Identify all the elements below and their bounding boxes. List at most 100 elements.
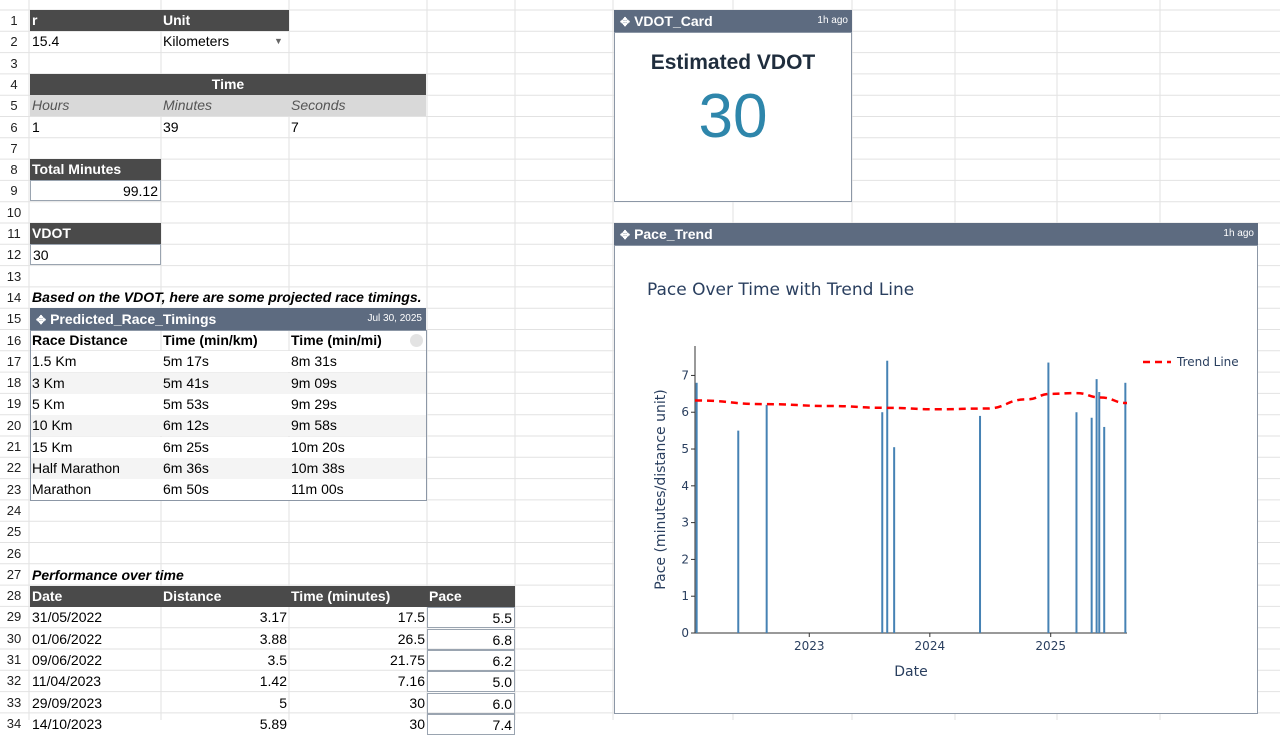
performance-table-cell[interactable]: 29/09/2023 [32, 694, 103, 711]
table-row[interactable] [31, 436, 426, 458]
row-number[interactable]: 15 [6, 311, 22, 327]
row-number[interactable]: 14 [6, 289, 22, 305]
row-number[interactable]: 16 [6, 332, 22, 348]
unit-dropdown[interactable]: Kilometers [163, 33, 230, 49]
row-number[interactable]: 32 [6, 673, 22, 689]
race-table-cell: 5 Km [32, 395, 65, 412]
performance-table-cell[interactable]: 6.0 [427, 692, 515, 714]
pace-chart-card: Pace Over Time with Trend Line 0 1 2 3 4 5 6 7 20… [614, 245, 1258, 714]
row-number[interactable]: 20 [6, 417, 22, 433]
row-number[interactable]: 33 [6, 694, 22, 710]
move-icon[interactable]: ✥ [620, 228, 631, 242]
y-tick-label: 7 [681, 368, 689, 382]
table-row[interactable] [31, 351, 426, 373]
row-number[interactable]: 23 [6, 481, 22, 497]
row-number[interactable]: 17 [6, 353, 22, 369]
performance-table-cell[interactable]: 6.2 [427, 649, 515, 671]
row-number[interactable]: 18 [6, 375, 22, 391]
hours-value[interactable]: 1 [32, 119, 40, 135]
race-table-cell: 10m 38s [291, 459, 345, 476]
pace-widget-titlebar[interactable]: ✥ Pace_Trend 1h ago [614, 223, 1258, 245]
row-number[interactable]: 1 [10, 13, 18, 28]
performance-table-cell[interactable]: 7.4 [427, 713, 515, 735]
vdot-card-timestamp: 1h ago [817, 15, 848, 26]
race-table-titlebar[interactable]: ✥ Predicted_Race_Timings Jul 30, 2025 [30, 308, 426, 330]
row-number[interactable]: 6 [10, 119, 18, 135]
performance-table-cell[interactable]: 3.88 [259, 630, 287, 647]
row-number[interactable]: 30 [6, 630, 22, 646]
x-tick-label: 2023 [794, 639, 825, 653]
minutes-value[interactable]: 39 [163, 119, 179, 135]
row-number[interactable]: 3 [10, 55, 18, 71]
pace-widget-title: Pace_Trend [634, 226, 713, 242]
row-number[interactable]: 12 [6, 247, 22, 263]
performance-table-cell[interactable]: 17.5 [397, 609, 425, 626]
move-icon[interactable]: ✥ [620, 15, 631, 29]
race-table-cell: 5m 41s [163, 374, 209, 391]
trend-line [694, 391, 1128, 411]
performance-table-cell[interactable]: 1.42 [259, 673, 287, 690]
row-number[interactable]: 31 [6, 652, 22, 667]
performance-table-cell[interactable]: 5.5 [427, 607, 515, 629]
table-row[interactable] [31, 372, 426, 394]
table-row[interactable] [31, 415, 426, 437]
row-number[interactable]: 7 [10, 140, 18, 156]
circle-icon[interactable] [410, 334, 423, 347]
move-icon[interactable]: ✥ [36, 313, 47, 327]
performance-table-cell[interactable]: 30 [409, 715, 425, 732]
vdot-value[interactable]: 30 [30, 244, 161, 265]
chart-bar [1075, 412, 1078, 633]
chevron-down-icon[interactable]: ▼ [274, 36, 283, 46]
row-number[interactable]: 13 [6, 268, 22, 284]
performance-table-header: Time (minutes) [289, 586, 427, 607]
row-number[interactable]: 5 [10, 98, 18, 114]
row-number[interactable]: 11 [7, 226, 21, 241]
performance-table-cell[interactable]: 7.16 [397, 673, 425, 690]
row-number[interactable]: 2 [10, 34, 18, 50]
row-number[interactable]: 21 [6, 439, 22, 454]
row-number[interactable]: 22 [6, 460, 22, 476]
performance-table-cell[interactable]: 14/10/2023 [32, 715, 103, 732]
performance-table-cell[interactable]: 3.5 [267, 651, 287, 668]
table-row[interactable] [31, 457, 426, 479]
performance-table-cell[interactable]: 26.5 [397, 630, 425, 647]
row-number[interactable]: 25 [6, 524, 22, 540]
table-row[interactable] [31, 479, 426, 501]
vdot-card-titlebar[interactable]: ✥ VDOT_Card 1h ago [614, 10, 852, 32]
row-number[interactable]: 8 [10, 162, 18, 178]
row-number[interactable]: 29 [6, 609, 22, 625]
table-row[interactable] [31, 393, 426, 415]
chart-bar [886, 360, 889, 633]
row-number[interactable]: 26 [6, 545, 22, 561]
pace-chart[interactable]: Pace Over Time with Trend Line 0 1 2 3 4 5 6 7 20… [615, 246, 1257, 713]
seconds-label: Seconds [289, 95, 426, 116]
row-number[interactable]: 10 [6, 204, 22, 220]
performance-table-header: Date [30, 586, 161, 607]
performance-table-cell[interactable]: 3.17 [259, 609, 287, 626]
performance-table-cell[interactable]: 30 [409, 694, 425, 711]
race-table-cell: Half Marathon [32, 459, 120, 476]
row-number[interactable]: 24 [6, 502, 22, 518]
performance-table-cell[interactable]: 09/06/2022 [32, 651, 103, 668]
performance-table-cell[interactable]: 5.0 [427, 671, 515, 693]
row-number[interactable]: 19 [6, 396, 22, 412]
distance-value[interactable]: 15.4 [32, 33, 60, 49]
performance-table-cell[interactable]: 01/06/2022 [32, 630, 103, 647]
total-minutes-value[interactable]: 99.12 [30, 180, 161, 201]
performance-table-cell[interactable]: 11/04/2023 [32, 673, 102, 690]
performance-table-cell[interactable]: 31/05/2022 [32, 609, 103, 626]
row-number[interactable]: 28 [6, 588, 22, 604]
performance-table-cell[interactable]: 5.89 [259, 715, 287, 732]
row-number[interactable]: 4 [10, 76, 18, 92]
y-tick-label: 6 [681, 405, 689, 419]
performance-table-header: Distance [161, 586, 289, 607]
row-number[interactable]: 9 [10, 183, 18, 199]
row-number[interactable]: 34 [6, 715, 22, 731]
row-number[interactable]: 27 [6, 566, 22, 582]
performance-table-cell[interactable]: 6.8 [427, 628, 515, 650]
performance-table-cell[interactable]: 21.75 [389, 651, 425, 668]
chart-bar [881, 412, 884, 633]
seconds-value[interactable]: 7 [291, 119, 299, 135]
chart-bar [765, 404, 768, 633]
performance-table-cell[interactable]: 5 [279, 694, 287, 711]
